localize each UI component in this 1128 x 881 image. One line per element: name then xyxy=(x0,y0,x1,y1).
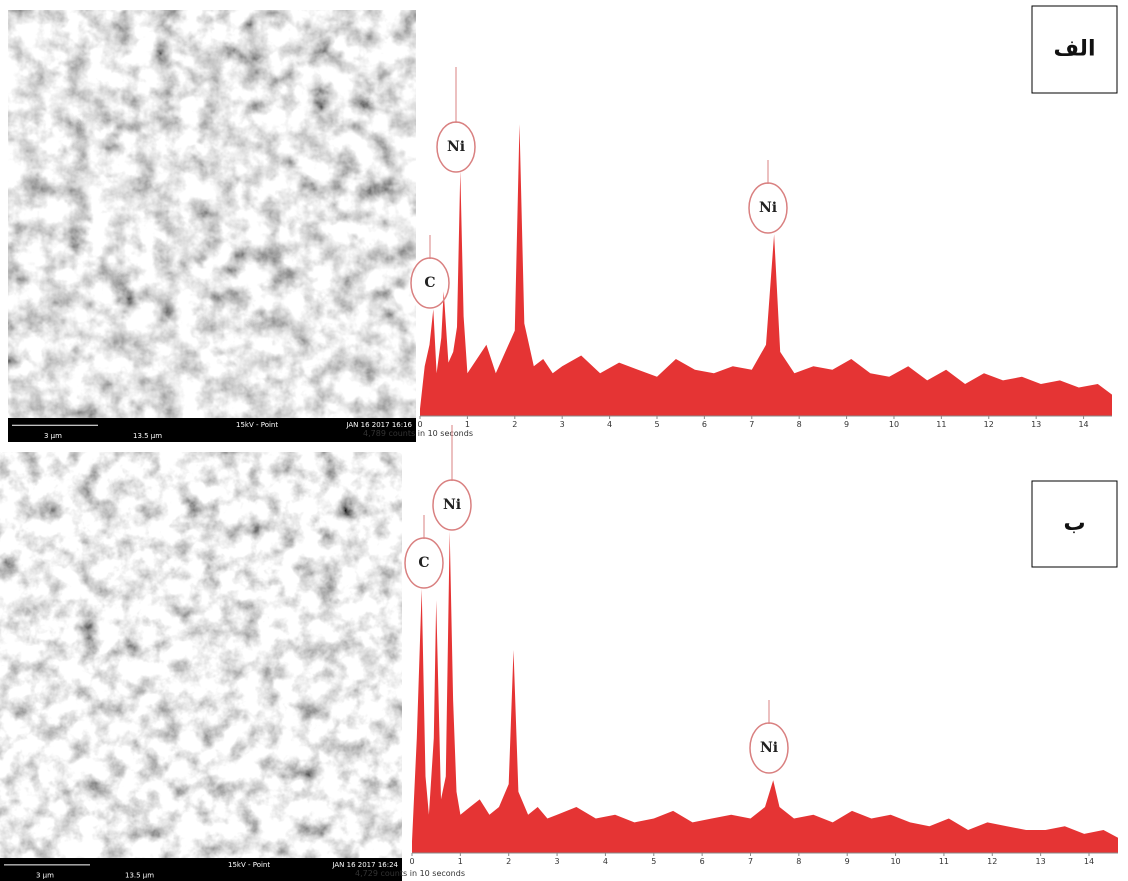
annotation-label: Ni xyxy=(443,497,461,513)
annotation-label: Ni xyxy=(447,139,465,155)
annotation-label: C xyxy=(424,275,435,291)
x-tick-label: 7 xyxy=(748,857,753,866)
sem-image xyxy=(8,10,416,418)
x-tick-label: 14 xyxy=(1084,857,1094,866)
figure: 3 µm 15kV - Point JAN 16 2017 16:16 13.5 µm… xyxy=(0,0,1128,881)
x-tick-label: 1 xyxy=(465,420,470,429)
x-tick-label: 4 xyxy=(603,857,608,866)
x-tick-label: 9 xyxy=(845,857,850,866)
x-tick-label: 3 xyxy=(560,420,565,429)
x-tick-label: 11 xyxy=(936,420,946,429)
annotation-label: Ni xyxy=(759,200,777,216)
sem-mode: 15kV - Point xyxy=(228,861,270,869)
sem-image xyxy=(0,452,402,858)
scale-bar-label: 3 µm xyxy=(44,432,62,440)
sem-timestamp: JAN 16 2017 16:16 xyxy=(345,421,412,429)
x-tick-label: 4 xyxy=(607,420,612,429)
x-tick-label: 13 xyxy=(1031,420,1041,429)
x-tick-label: 5 xyxy=(654,420,659,429)
sem-mode: 15kV - Point xyxy=(236,421,278,429)
x-tick-label: 6 xyxy=(702,420,707,429)
x-tick-label: 9 xyxy=(844,420,849,429)
x-tick-label: 13 xyxy=(1036,857,1046,866)
x-tick-label: 12 xyxy=(987,857,997,866)
x-tick-label: 11 xyxy=(939,857,949,866)
x-tick-label: 2 xyxy=(512,420,517,429)
sem-field: 13.5 µm xyxy=(125,871,154,879)
x-tick-label: 14 xyxy=(1078,420,1088,429)
scale-bar-label: 3 µm xyxy=(36,871,54,879)
x-tick-label: 7 xyxy=(749,420,754,429)
counts-label: 4,729 counts in 10 seconds xyxy=(355,869,465,878)
x-tick-label: 10 xyxy=(890,857,900,866)
spectrum-area xyxy=(412,531,1118,853)
x-tick-label: 12 xyxy=(984,420,994,429)
x-tick-label: 10 xyxy=(889,420,899,429)
x-tick-label: 5 xyxy=(651,857,656,866)
x-tick-label: 8 xyxy=(797,420,802,429)
x-tick-label: 6 xyxy=(700,857,705,866)
panel-label: ب xyxy=(1063,511,1085,536)
sem-field: 13.5 µm xyxy=(133,432,162,440)
x-tick-label: 0 xyxy=(409,857,414,866)
counts-label: 4,789 counts in 10 seconds xyxy=(363,429,473,438)
annotation-label: Ni xyxy=(760,740,778,756)
panel-label: الف xyxy=(1053,37,1095,62)
x-tick-label: 2 xyxy=(506,857,511,866)
sem-timestamp: JAN 16 2017 16:24 xyxy=(331,861,398,869)
x-tick-label: 1 xyxy=(458,857,463,866)
spectrum-area xyxy=(420,124,1112,416)
x-tick-label: 8 xyxy=(796,857,801,866)
annotation-label: C xyxy=(418,555,429,571)
x-tick-label: 0 xyxy=(417,420,422,429)
x-tick-label: 3 xyxy=(555,857,560,866)
